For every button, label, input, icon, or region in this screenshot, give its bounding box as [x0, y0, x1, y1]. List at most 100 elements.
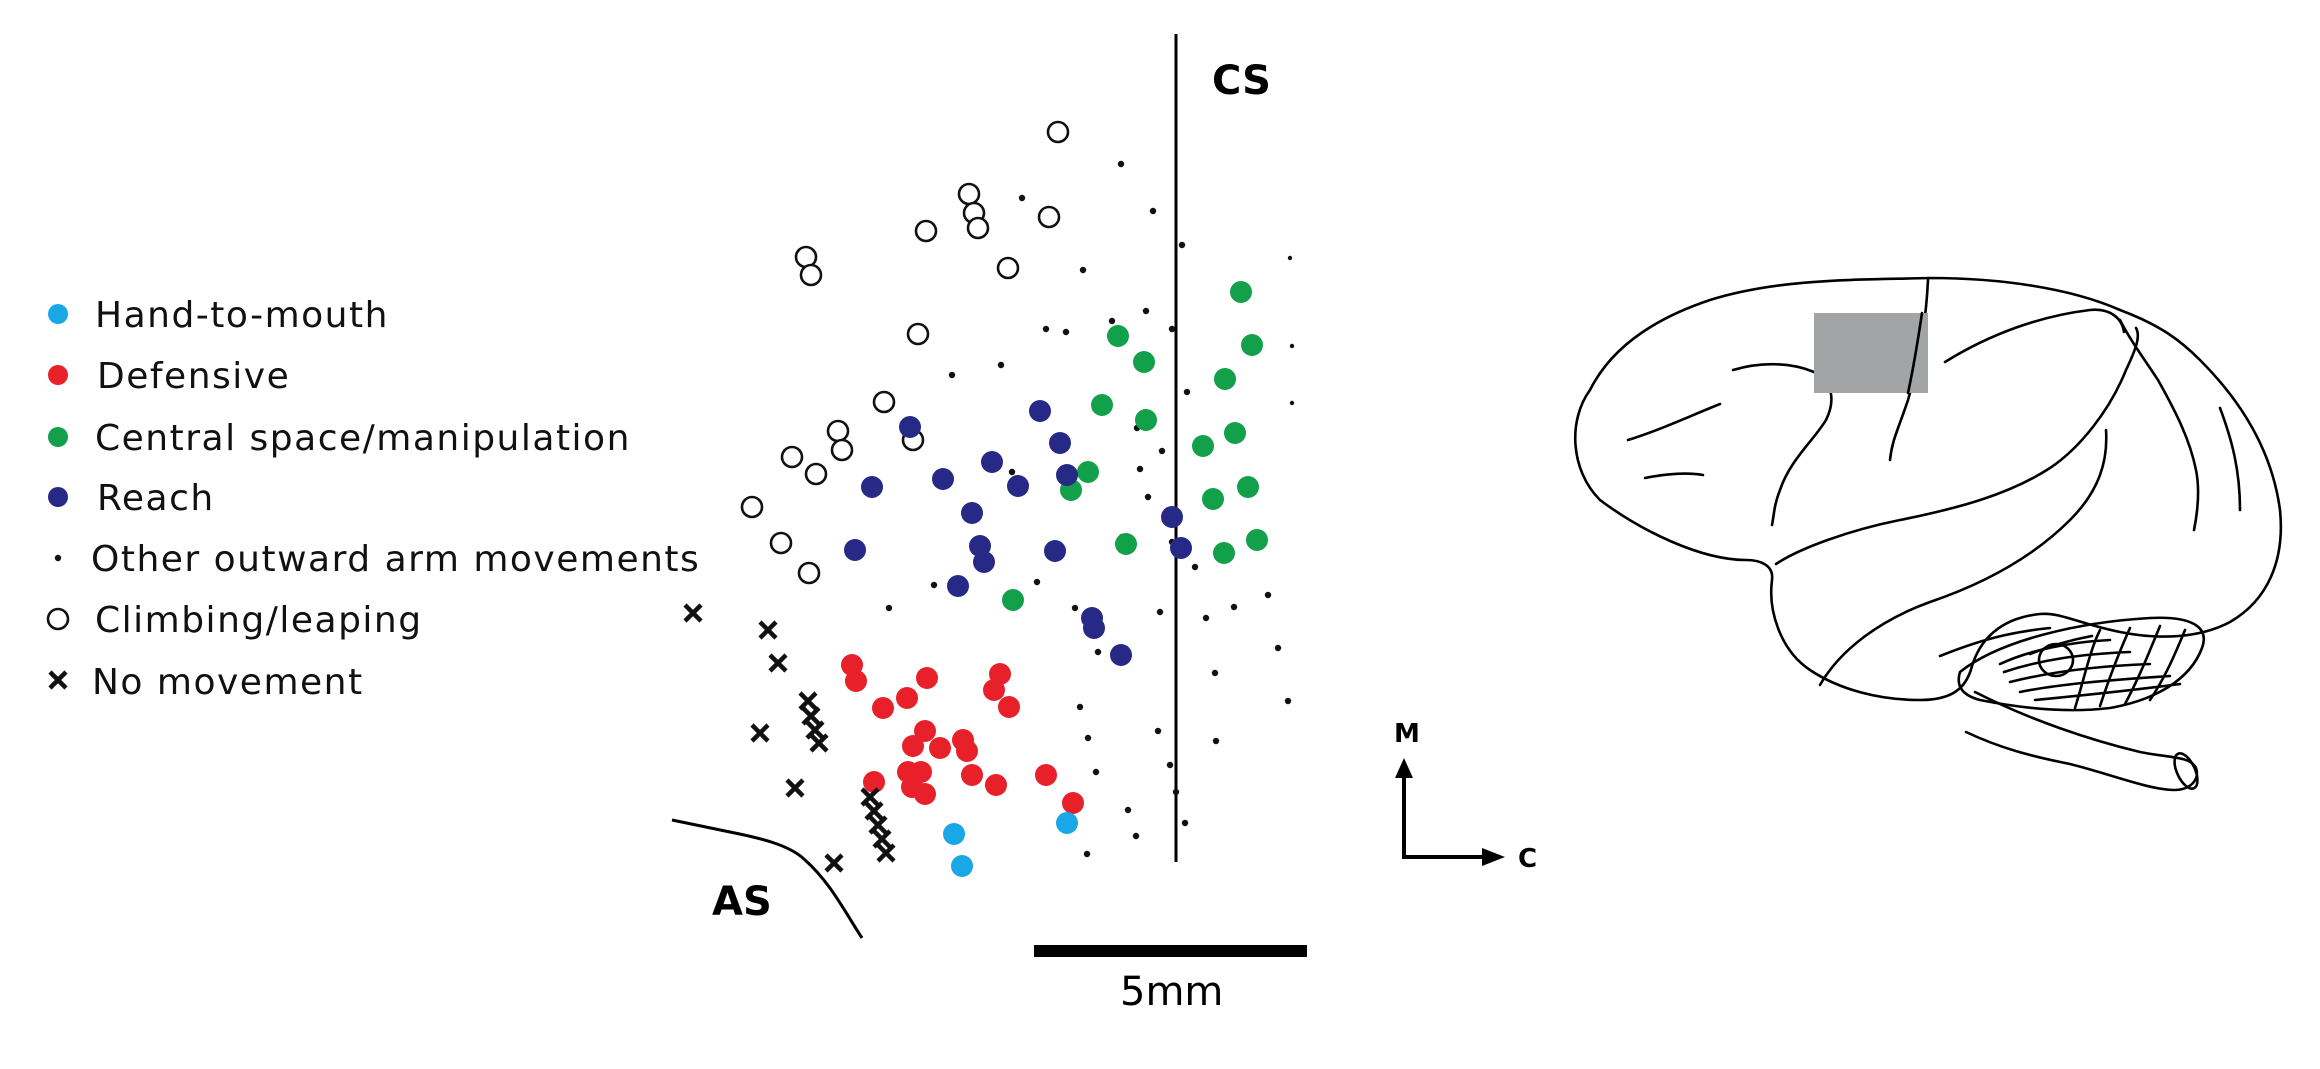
other-outward-site	[1156, 608, 1164, 616]
flocculus	[2037, 642, 2075, 678]
brain-orbital-sulcus	[1643, 472, 1705, 480]
central-space-site	[1135, 409, 1157, 431]
reach-site	[981, 451, 1003, 473]
legend-label-central-space: Central space/manipulation	[95, 418, 631, 459]
other-outward-site	[1062, 328, 1070, 336]
central-space-site	[1214, 368, 1236, 390]
climbing-site	[797, 561, 821, 585]
legend-marker-other-outward	[54, 554, 62, 562]
brainstem-outline	[1964, 690, 2199, 792]
hand-to-mouth-site	[1056, 812, 1078, 834]
other-outward-site	[1230, 603, 1238, 611]
other-outward-site	[948, 371, 956, 379]
reach-site	[861, 476, 883, 498]
central-space-site	[1213, 542, 1235, 564]
climbing-site	[1046, 120, 1070, 144]
orientation-medial-label: M	[1394, 719, 1420, 749]
defensive-site	[983, 679, 1005, 701]
no-movement-site	[683, 603, 703, 623]
reach-site	[1007, 475, 1029, 497]
as-label: AS	[712, 879, 772, 925]
no-movement-site	[805, 720, 825, 740]
defensive-site	[985, 774, 1007, 796]
other-outward-site	[1289, 400, 1295, 406]
other-outward-site	[1136, 465, 1144, 473]
central-space-site	[1246, 529, 1268, 551]
no-movement-site	[785, 778, 805, 798]
other-outward-site	[1124, 806, 1132, 814]
other-outward-site	[1202, 614, 1210, 622]
brain-principal-sulcus	[1626, 402, 1722, 442]
reach-site	[947, 575, 969, 597]
other-outward-site	[1076, 703, 1084, 711]
other-outward-site	[930, 581, 938, 589]
hand-to-mouth-site	[951, 855, 973, 877]
other-outward-site	[1289, 343, 1295, 349]
orientation-right-arrowhead	[1482, 848, 1505, 866]
legend-item-climbing: Climbing/leaping	[46, 600, 423, 641]
brain-occipital-sulcus	[2218, 406, 2242, 512]
central-space-site	[1002, 589, 1024, 611]
lateral-fissure	[1774, 326, 2140, 566]
climbing-site	[826, 419, 850, 443]
no-movement-site	[864, 801, 884, 821]
legend-label-climbing: Climbing/leaping	[95, 600, 423, 641]
cs-label: CS	[1212, 58, 1271, 104]
other-outward-site	[1172, 788, 1180, 796]
no-movement-site	[876, 843, 896, 863]
legend-marker-defensive	[48, 365, 68, 385]
no-movement-site	[798, 691, 818, 711]
brain-arcuate-sulcus	[1731, 362, 1833, 527]
reach-sites	[844, 400, 1192, 666]
other-outward-site	[1264, 591, 1272, 599]
other-outward-site	[1168, 325, 1176, 333]
cortex-map: CS AS	[671, 34, 1307, 1015]
legend-label-reach: Reach	[97, 478, 215, 519]
other-outward-site	[1166, 761, 1174, 769]
climbing-site	[1037, 205, 1061, 229]
defensive-site	[961, 764, 983, 786]
legend-label-other-outward: Other outward arm movements	[91, 539, 700, 580]
legend-item-no-movement: No movement	[48, 662, 362, 703]
other-outward-site	[1033, 578, 1041, 586]
superior-temporal-sulcus	[1818, 428, 2108, 687]
no-movement-site	[758, 620, 778, 640]
central-space-sites	[1002, 281, 1268, 611]
brain-central-sulcus-over-area	[1906, 311, 1924, 395]
no-movement-site	[868, 815, 888, 835]
central-space-site	[1241, 334, 1263, 356]
reach-site	[1110, 644, 1132, 666]
central-space-site	[1230, 281, 1252, 303]
other-outward-site	[1211, 669, 1219, 677]
reach-site	[961, 502, 983, 524]
defensive-site	[914, 720, 936, 742]
reach-site	[1049, 432, 1071, 454]
arcuate-sulcus-curve	[671, 818, 864, 939]
legend-item-hand-to-mouth: Hand-to-mouth	[48, 295, 387, 336]
central-space-site	[1224, 422, 1246, 444]
climbing-site	[914, 219, 938, 243]
defensive-site	[863, 771, 885, 793]
other-outward-site	[1079, 266, 1087, 274]
no-movement-site	[824, 853, 844, 873]
central-space-site	[1237, 476, 1259, 498]
defensive-site	[956, 740, 978, 762]
no-movement-sites	[683, 603, 896, 873]
hand-to-mouth-site	[943, 823, 965, 845]
other-outward-site	[1018, 194, 1026, 202]
defensive-site	[1062, 792, 1084, 814]
legend: Hand-to-mouth Defensive Central space/ma…	[46, 295, 700, 703]
central-space-site	[1077, 461, 1099, 483]
reach-site	[844, 539, 866, 561]
reach-site	[1083, 617, 1105, 639]
other-outward-site	[1094, 648, 1102, 656]
reach-site	[1056, 464, 1078, 486]
legend-item-central-space: Central space/manipulation	[48, 418, 631, 459]
climbing-site	[799, 263, 823, 287]
other-outward-site	[1144, 493, 1152, 501]
scale-bar: 5mm	[1034, 945, 1307, 1015]
climbing-site	[966, 216, 990, 240]
defensive-site	[902, 735, 924, 757]
other-outward-site	[1181, 819, 1189, 827]
